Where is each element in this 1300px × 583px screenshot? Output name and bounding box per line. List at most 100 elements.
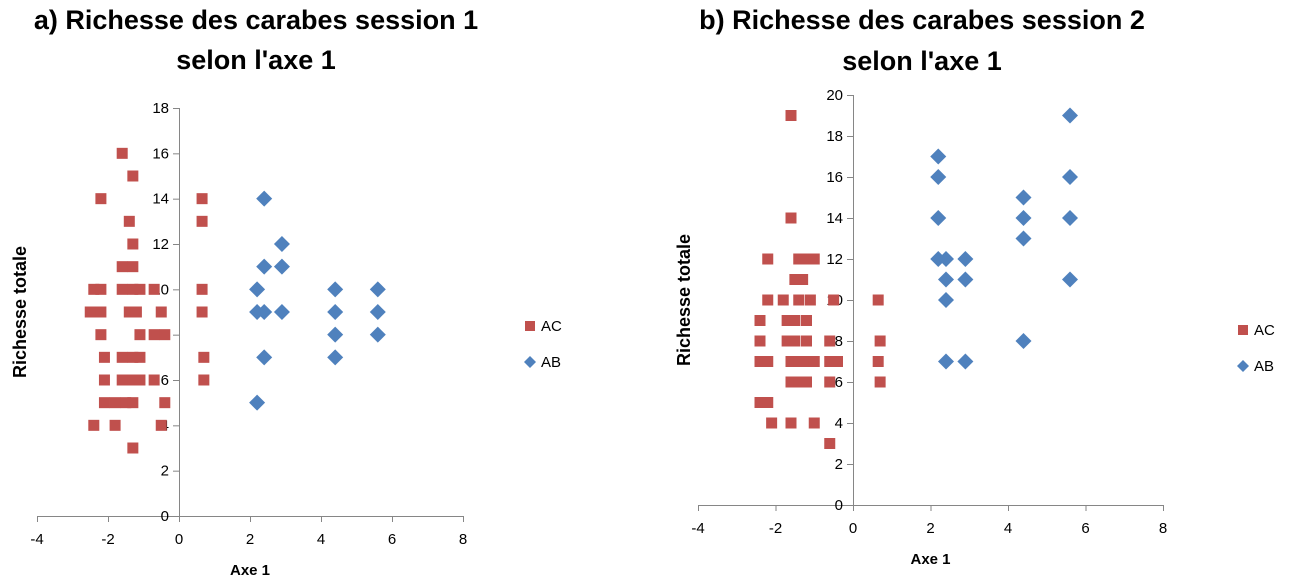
data-point-ac — [84, 306, 96, 318]
data-point-ab — [256, 258, 273, 275]
x-tick-label: -4 — [30, 531, 43, 548]
x-tick-label: 4 — [317, 531, 325, 548]
data-point-ab — [249, 281, 266, 298]
series-ab — [249, 190, 386, 411]
data-point-ac — [762, 356, 774, 367]
data-point-ac — [155, 419, 167, 431]
data-point-ab — [273, 304, 290, 320]
legend-label-ab: AB — [1254, 358, 1274, 375]
data-point-ab — [938, 271, 954, 288]
data-point-ab — [930, 169, 947, 185]
chart-title-line: selon l'axe 1 — [842, 46, 1002, 76]
data-point-ac — [95, 329, 107, 341]
data-point-ab — [930, 210, 947, 226]
data-point-ac — [95, 306, 107, 318]
data-point-ac — [762, 294, 774, 306]
data-point-ac — [134, 351, 146, 363]
y-axis-label: Richesse totale — [674, 234, 694, 366]
data-point-ac — [754, 356, 766, 367]
legend-label-ac: AC — [1254, 322, 1275, 339]
data-point-ac — [116, 351, 128, 363]
data-point-ac — [824, 335, 836, 347]
data-point-ab — [1062, 271, 1078, 288]
data-point-ac — [196, 283, 208, 295]
x-tick-label: 4 — [1004, 520, 1012, 537]
data-point-ab — [1015, 189, 1032, 206]
y-tick-label: 16 — [152, 145, 169, 162]
chart-b: b) Richesse des carabes session 2 selon l… — [674, 5, 1275, 568]
legend-marker-ac — [1238, 325, 1248, 335]
data-point-ac — [785, 417, 797, 429]
data-point-ab — [957, 353, 974, 370]
data-point-ac — [801, 335, 812, 347]
series-ac — [754, 110, 886, 449]
y-tick-label: 0 — [161, 508, 169, 525]
data-point-ab — [1015, 210, 1032, 226]
data-point-ac — [196, 215, 208, 227]
data-point-ac — [789, 315, 801, 326]
data-point-ac — [116, 374, 128, 386]
legend-marker-ab — [1237, 360, 1249, 372]
data-point-ac — [109, 419, 121, 431]
x-tick-label: 6 — [1081, 520, 1089, 537]
data-point-ac — [95, 193, 107, 205]
data-point-ab — [938, 251, 954, 267]
legend-marker-ac — [525, 321, 535, 331]
data-point-ac — [785, 212, 797, 224]
y-tick-label: 6 — [835, 374, 843, 391]
x-tick-label: -2 — [101, 531, 114, 548]
data-point-ac — [781, 335, 793, 347]
x-tick-label: 6 — [388, 531, 396, 548]
data-point-ac — [159, 329, 171, 341]
data-point-ac — [134, 374, 146, 386]
x-axis-label: Axe 1 — [230, 562, 270, 579]
y-tick-label: 6 — [161, 372, 169, 389]
y-tick-label: 8 — [835, 333, 843, 350]
y-tick-label: 2 — [835, 456, 843, 473]
data-point-ac — [762, 253, 774, 265]
y-tick-label: 14 — [826, 210, 843, 227]
y-tick-label: 4 — [835, 415, 843, 432]
x-tick-label: -4 — [691, 520, 704, 537]
data-point-ac — [88, 283, 100, 295]
data-point-ac — [98, 351, 110, 363]
data-point-ab — [1062, 107, 1078, 124]
y-tick-label: 12 — [826, 251, 843, 268]
data-point-ac — [801, 315, 812, 326]
data-point-ac — [793, 253, 805, 265]
y-tick-label: 18 — [826, 128, 843, 145]
x-tick-label: 8 — [459, 531, 467, 548]
x-tick-label: 0 — [175, 531, 183, 548]
data-point-ac — [781, 315, 793, 326]
y-tick-label: 2 — [161, 463, 169, 480]
legend-label-ab: AB — [541, 354, 561, 371]
y-tick-label: 16 — [826, 169, 843, 186]
data-point-ac — [832, 356, 843, 367]
data-point-ac — [808, 417, 820, 429]
y-tick-label: 18 — [152, 100, 169, 117]
data-point-ab — [256, 349, 273, 366]
data-point-ac — [116, 261, 128, 273]
data-point-ac — [198, 351, 210, 363]
x-tick-label: 2 — [246, 531, 254, 548]
data-point-ab — [957, 271, 974, 288]
data-point-ab — [273, 236, 290, 252]
y-tick-label: 20 — [826, 87, 843, 104]
data-point-ab — [249, 394, 266, 411]
chart-title-line: b) Richesse des carabes session 2 — [699, 5, 1145, 35]
data-point-ac — [801, 356, 812, 367]
data-point-ac — [793, 294, 805, 306]
data-point-ac — [127, 238, 139, 250]
data-point-ac — [127, 374, 139, 386]
data-point-ab — [327, 349, 344, 366]
data-point-ab — [327, 326, 344, 343]
data-point-ac — [109, 397, 121, 409]
data-point-ac — [874, 376, 886, 388]
data-point-ac — [804, 294, 816, 306]
data-point-ac — [785, 376, 797, 388]
x-tick-label: 2 — [926, 520, 934, 537]
data-point-ab — [1015, 333, 1032, 349]
data-point-ac — [98, 397, 110, 409]
data-point-ac — [127, 261, 139, 273]
data-point-ac — [123, 306, 135, 318]
